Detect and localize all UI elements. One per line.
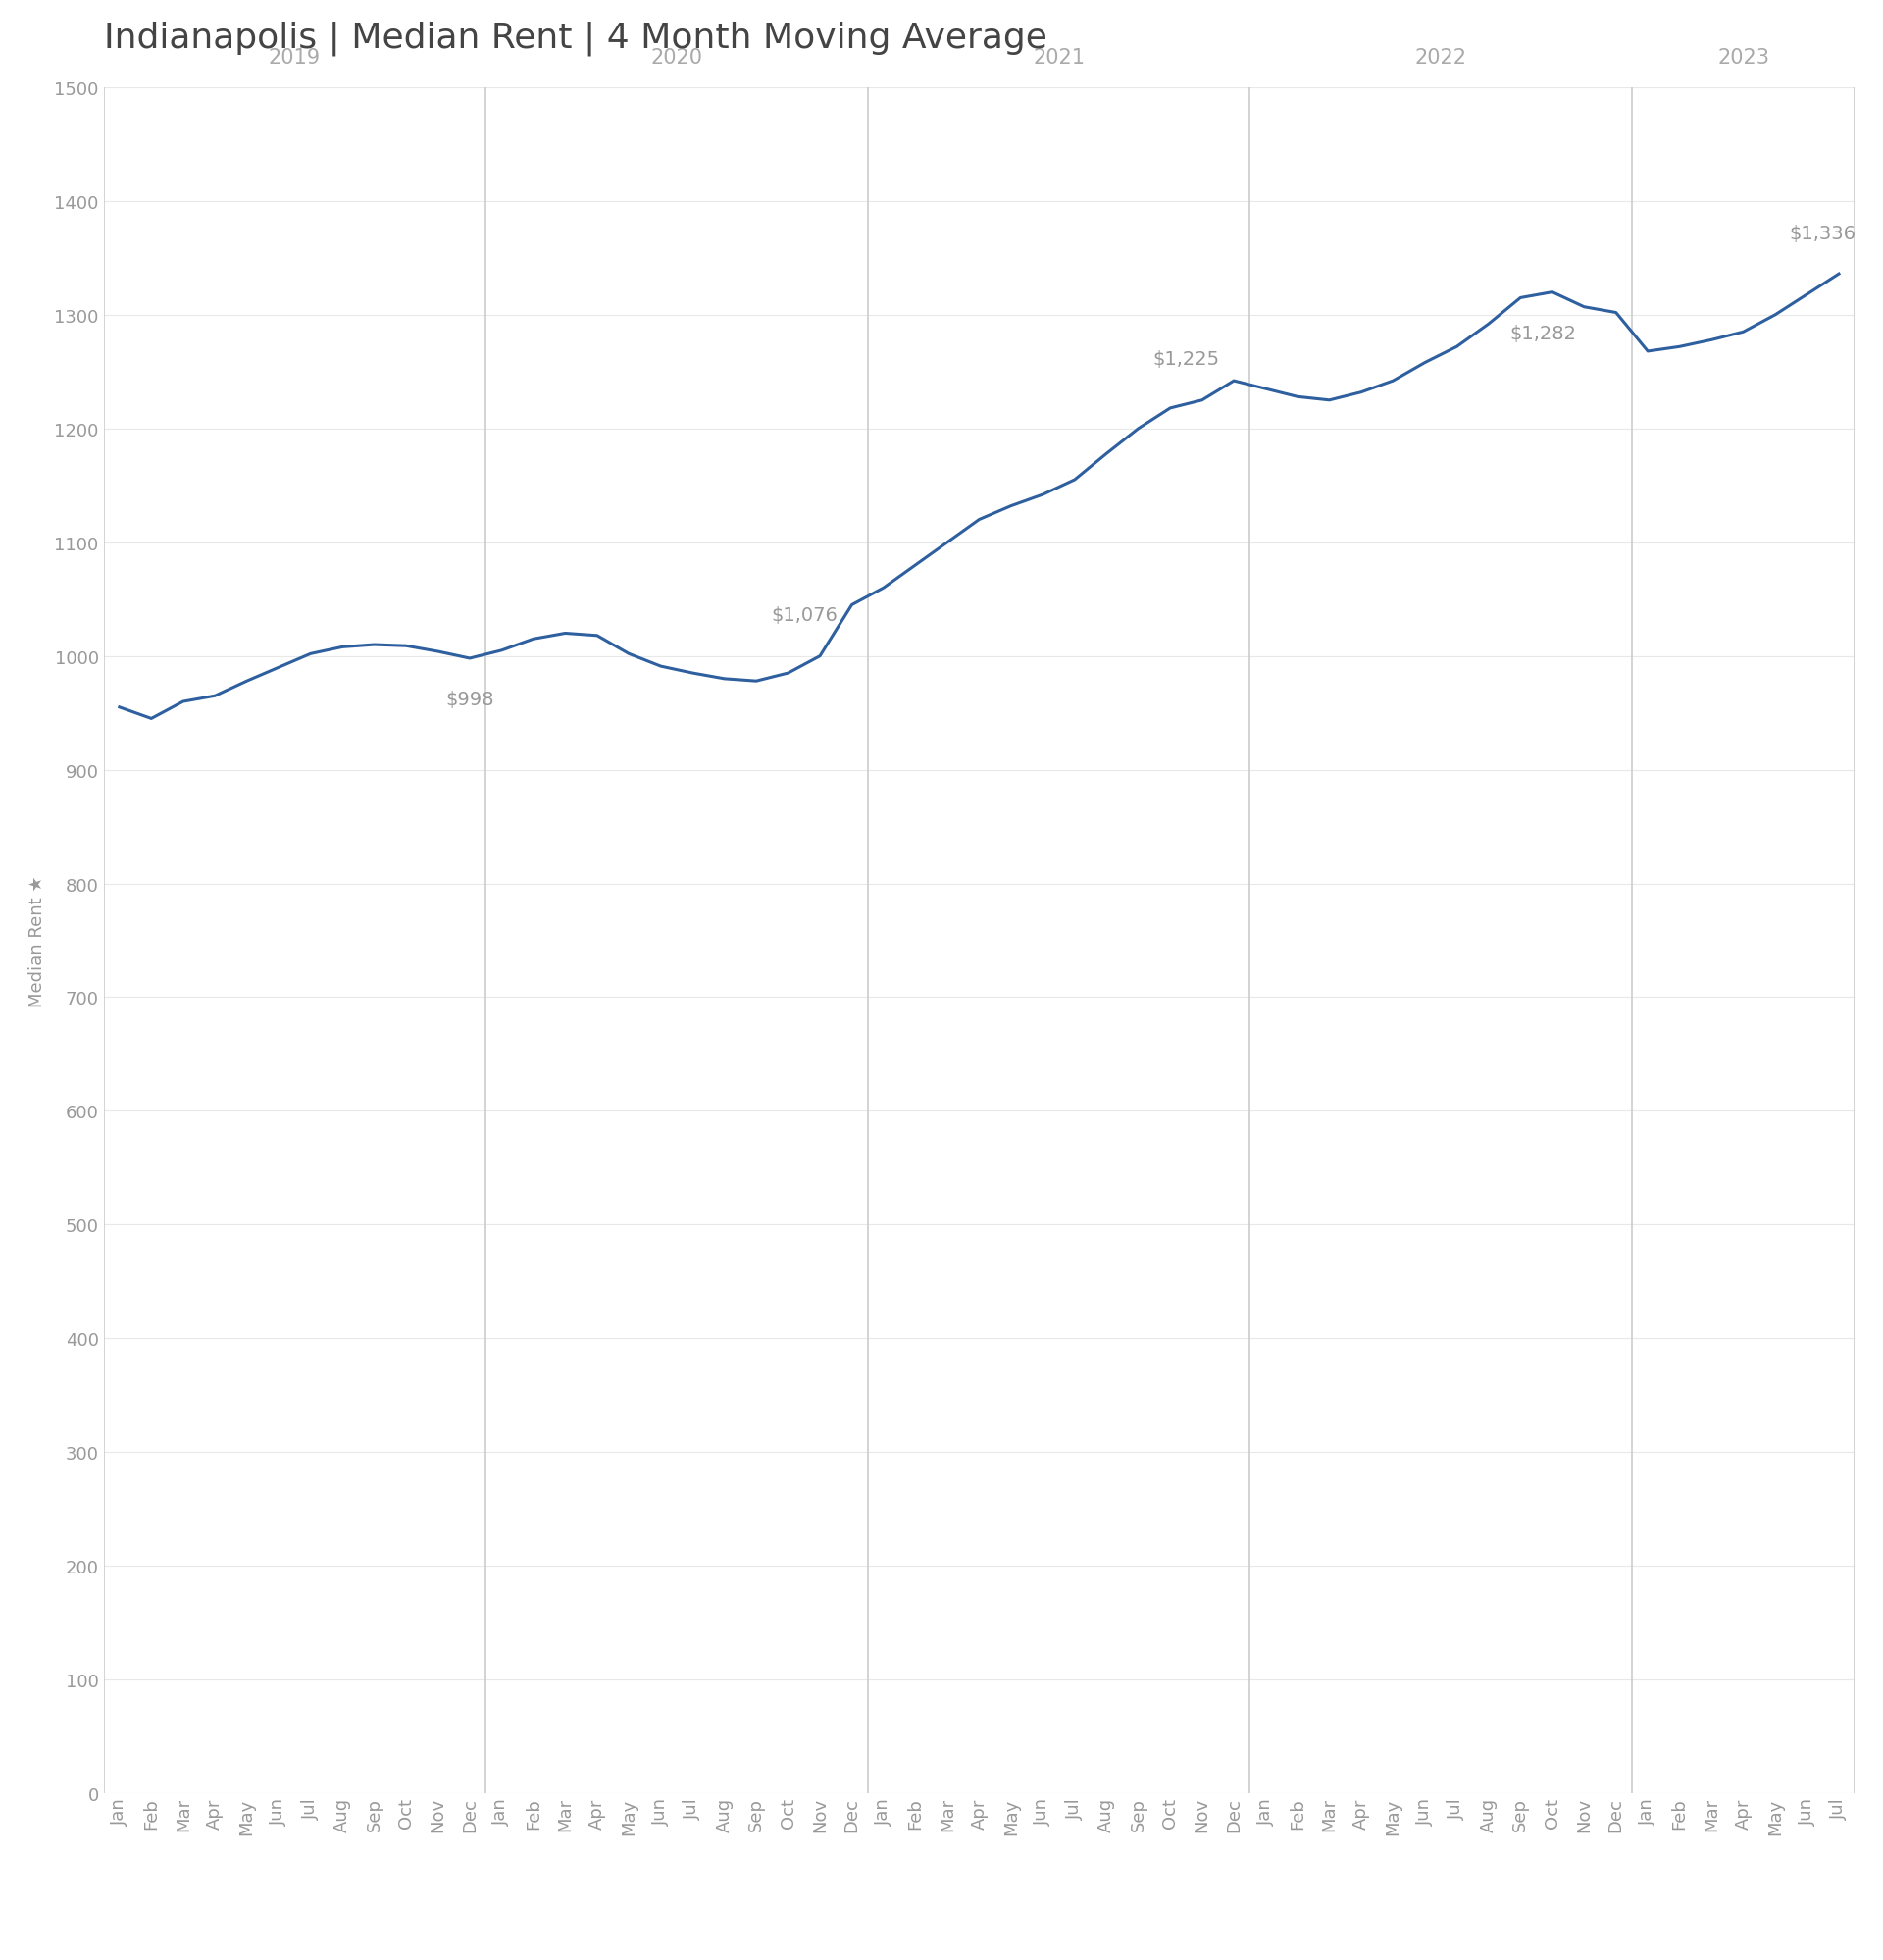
Text: $1,282: $1,282 — [1510, 325, 1576, 343]
Y-axis label: Median Rent ★: Median Rent ★ — [28, 874, 45, 1007]
Text: $1,225: $1,225 — [1152, 351, 1220, 368]
Text: $1,076: $1,076 — [770, 606, 838, 625]
Text: 2021: 2021 — [1032, 49, 1085, 69]
Text: 2023: 2023 — [1717, 49, 1770, 69]
Text: $998: $998 — [446, 690, 493, 710]
Text: 2020: 2020 — [652, 49, 702, 69]
Text: $1,336: $1,336 — [1789, 223, 1857, 243]
Text: Indianapolis | Median Rent | 4 Month Moving Average: Indianapolis | Median Rent | 4 Month Mov… — [104, 22, 1047, 55]
Text: 2022: 2022 — [1414, 49, 1467, 69]
Text: 2019: 2019 — [269, 49, 320, 69]
